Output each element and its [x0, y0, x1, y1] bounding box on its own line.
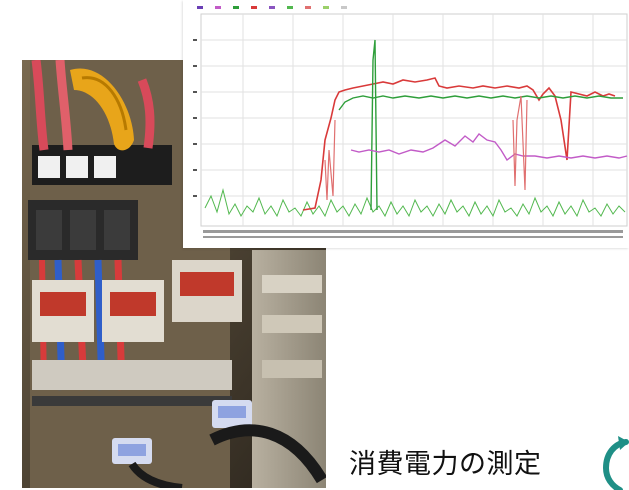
chart-legend: [197, 6, 347, 9]
series-magenta: [350, 133, 628, 162]
slide-caption: 消費電力の測定: [349, 449, 542, 480]
circular-arrow-logo-icon: [596, 432, 629, 490]
series-green: [338, 95, 623, 111]
series-red: [302, 77, 616, 211]
power-trend-chart: [183, 0, 629, 248]
series-green-baseline: [204, 188, 626, 218]
